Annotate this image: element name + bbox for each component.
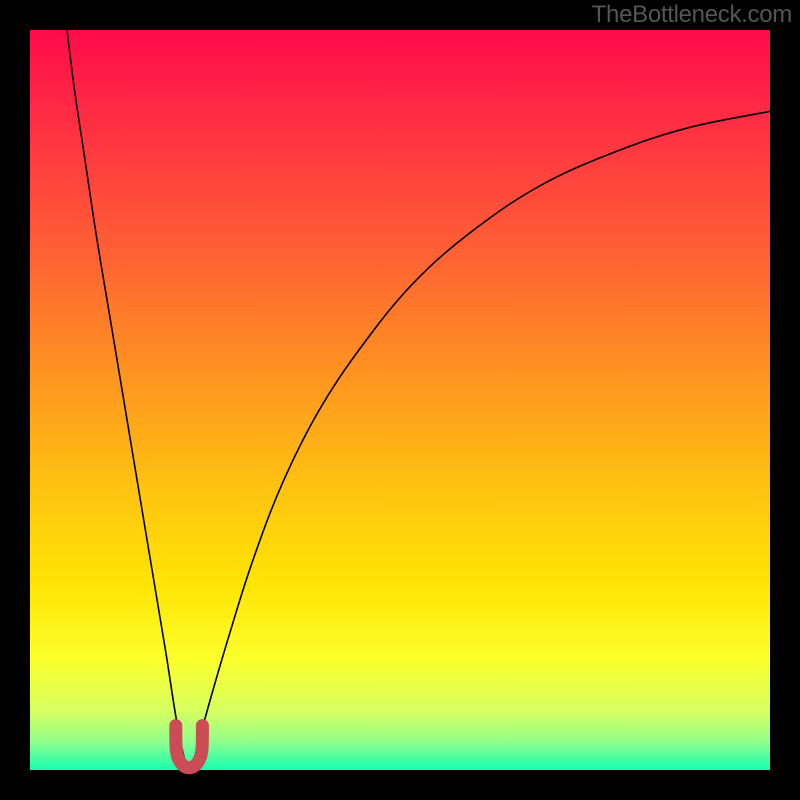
- chart-svg: [0, 0, 800, 800]
- watermark-text: TheBottleneck.com: [592, 0, 792, 30]
- bottleneck-chart: TheBottleneck.com: [0, 0, 800, 800]
- plot-background: [30, 30, 770, 770]
